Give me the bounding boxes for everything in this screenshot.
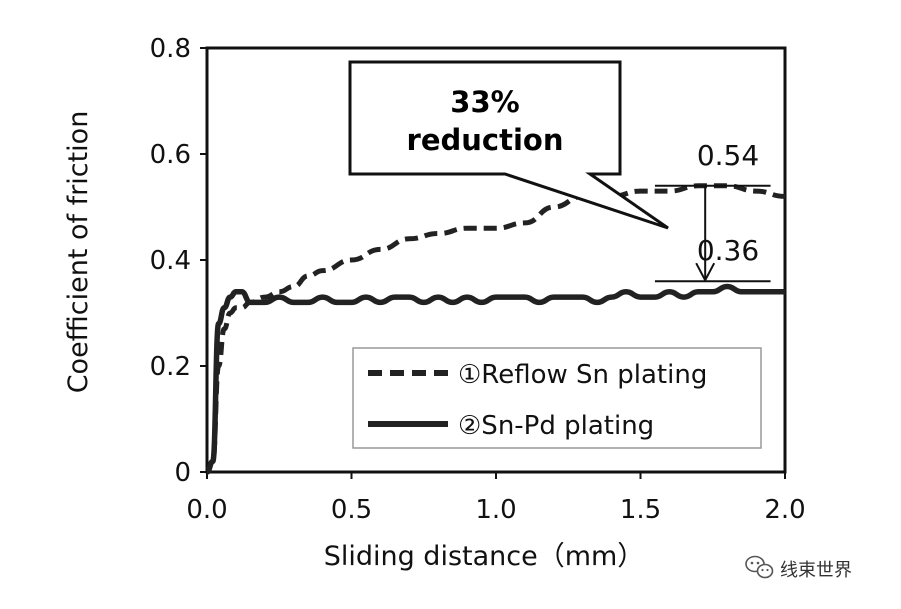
y-tick-label: 0.2 [150,352,191,382]
y-tick-label: 0.6 [150,140,191,170]
x-tick-label: 0.0 [186,495,227,525]
reduction-arrow-head [695,262,716,283]
y-tick-label: 0.4 [150,246,191,276]
x-tick-label: 1.0 [475,495,516,525]
y-axis-label: Coefficient of friction [63,111,94,394]
callout-box [348,60,669,230]
legend-box [352,347,762,449]
x-tick-label: 1.5 [620,495,661,525]
callout-line-2: reduction [407,123,564,157]
lower-value-label: 0.36 [697,234,759,267]
series-line-sn-pd [205,283,785,475]
x-tick-label: 2.0 [764,495,805,525]
legend: ①Reflow Sn plating ②Sn-Pd plating [352,347,762,449]
y-tick-label: 0.8 [150,34,191,64]
upper-value-label: 0.54 [697,139,759,172]
series-line-reflow-sn [205,183,786,475]
x-axis-label: Sliding distance（mm） [324,541,645,572]
reduction-callout: 33% reduction [348,60,669,230]
watermark: 线束世界 [745,555,852,581]
wechat-icon [745,555,774,579]
watermark-text: 线束世界 [780,560,852,581]
x-tick-label: 0.5 [331,495,372,525]
legend-label-reflow: ①Reflow Sn plating [458,360,707,390]
legend-label-snpd: ②Sn-Pd plating [458,411,654,441]
y-tick-label: 0 [174,458,191,488]
callout-line-1: 33% [450,85,519,119]
